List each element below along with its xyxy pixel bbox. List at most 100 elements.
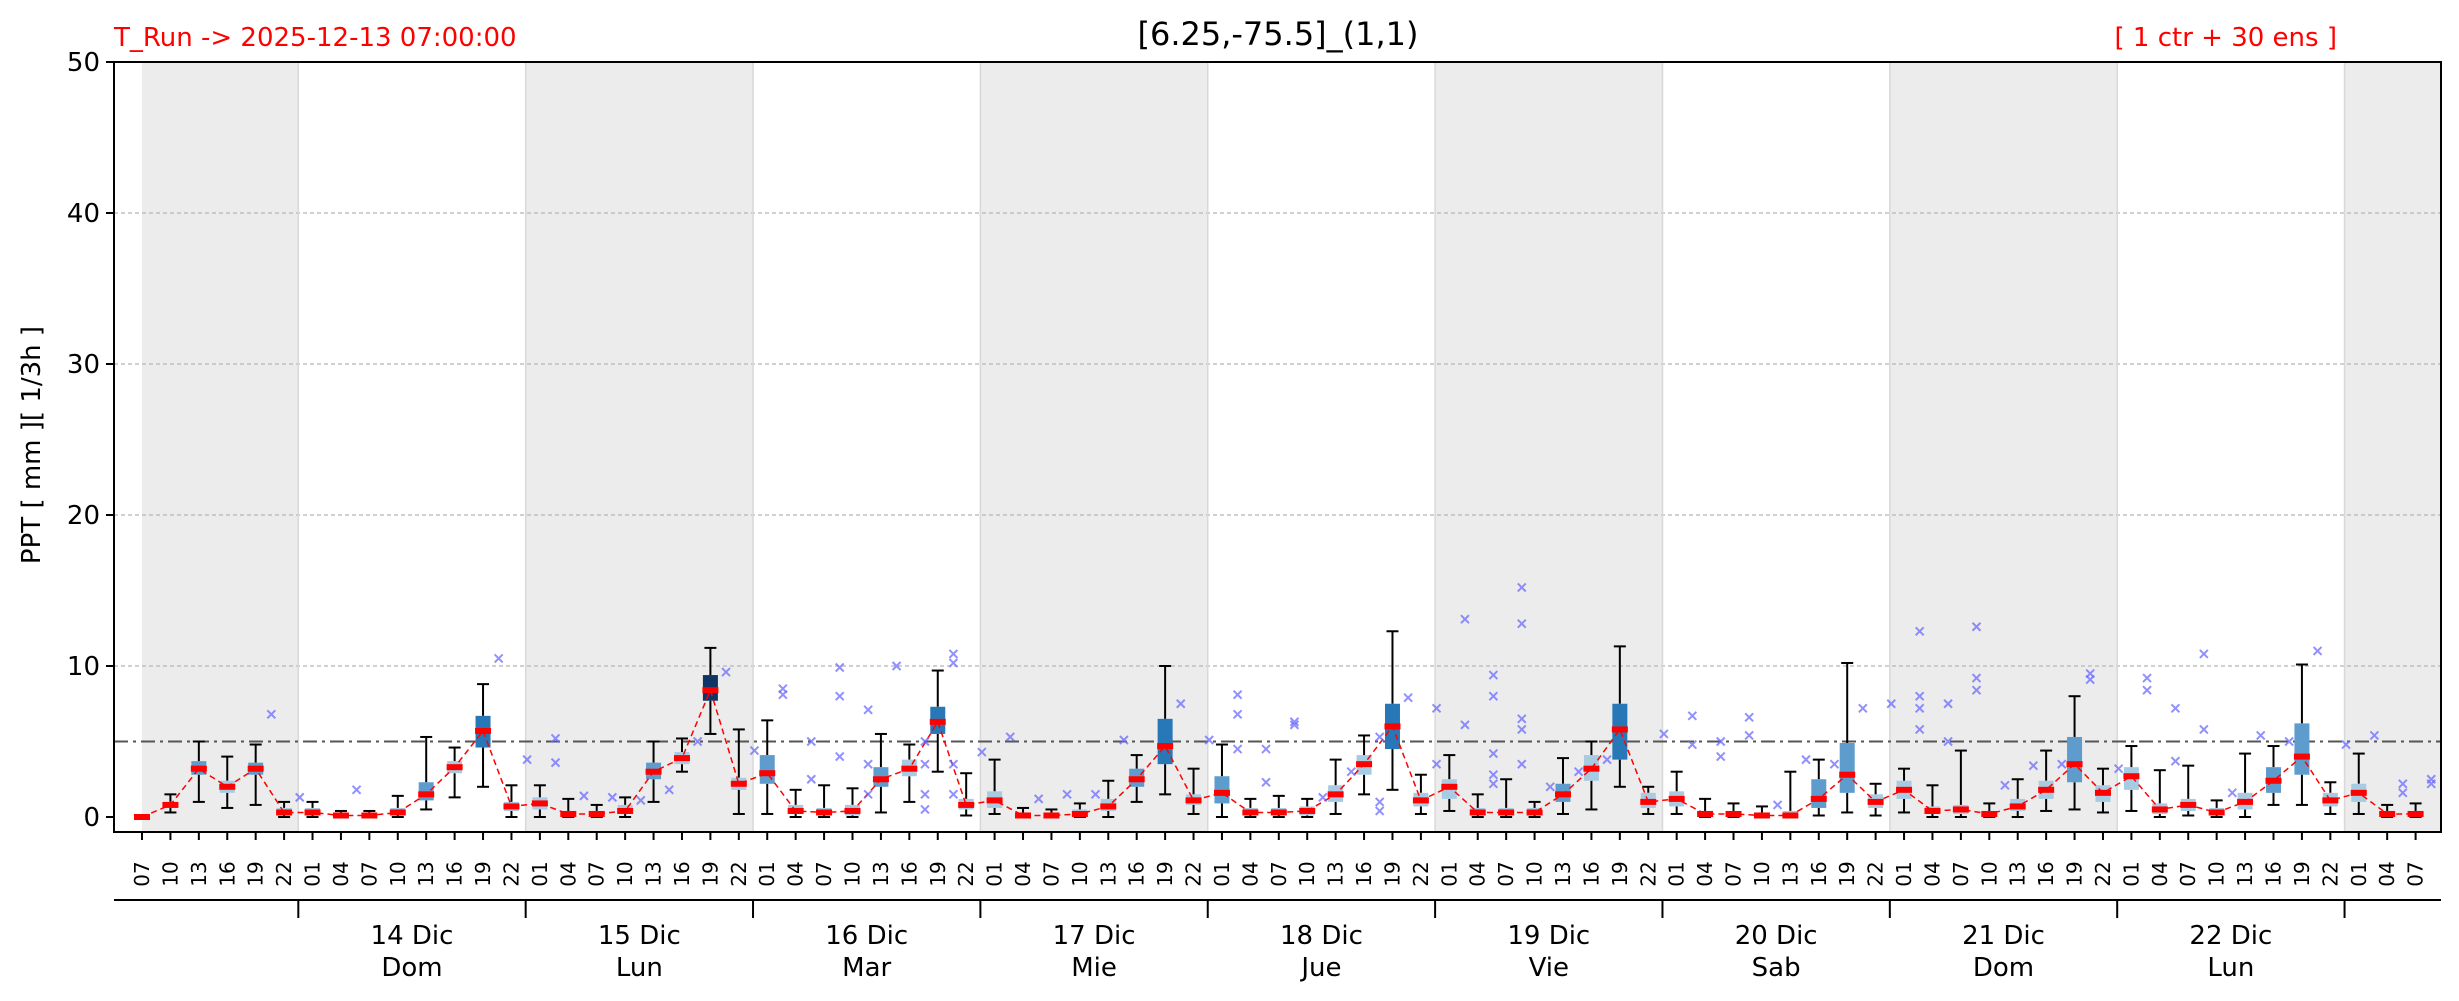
median-marker [1412, 797, 1429, 804]
outlier-marker [1517, 759, 1527, 769]
median-marker [645, 768, 662, 775]
outlier-marker [579, 791, 589, 801]
median-marker [1327, 791, 1344, 798]
outlier-marker [1545, 782, 1555, 792]
outlier-marker [863, 759, 873, 769]
x-tick-label: 22 [1409, 861, 1433, 886]
outlier-markers [266, 582, 2436, 816]
outlier-marker [920, 804, 930, 815]
outlier-marker [2142, 685, 2152, 695]
outlier-marker [2284, 736, 2294, 747]
median-marker [1952, 806, 1969, 813]
day-date-label: 17 Dic [1053, 921, 1136, 951]
outlier-marker [295, 792, 305, 803]
x-tick-label: 16 [897, 861, 921, 886]
x-tick-label: 10 [1295, 861, 1319, 886]
outlier-marker [1716, 736, 1726, 747]
x-tick-label: 13 [642, 861, 666, 886]
x-tick-label: 16 [443, 861, 467, 886]
day-weekday-label: Vie [1529, 953, 1569, 983]
x-tick-label: 01 [755, 861, 779, 886]
x-tick-label: 07 [357, 861, 381, 886]
median-marker [844, 807, 861, 814]
outlier-marker [920, 789, 930, 800]
run-label: T_Run -> 2025-12-13 07:00:00 [113, 23, 517, 53]
median-marker [219, 783, 236, 790]
x-tick-label: 04 [784, 861, 808, 886]
median-marker [531, 800, 548, 807]
outlier-marker [1886, 699, 1896, 709]
outlier-marker [692, 736, 703, 747]
median-marker [2180, 801, 2197, 808]
median-marker [1810, 795, 1827, 802]
x-tick-label: 07 [812, 861, 836, 886]
day-weekday-label: Dom [381, 953, 442, 983]
outlier-marker [2426, 779, 2436, 789]
x-tick-label: 22 [1864, 861, 1888, 886]
outlier-marker [2398, 779, 2408, 789]
median-marker [1668, 795, 1685, 802]
x-tick-label: 10 [1750, 861, 1774, 886]
median-marker [1725, 810, 1742, 817]
median-marker [1583, 765, 1600, 772]
outlier-marker [1261, 744, 1271, 754]
outlier-marker [2199, 724, 2209, 735]
y-tick-label: 30 [67, 350, 100, 380]
x-tick-label: 01 [1665, 861, 1689, 886]
x-tick-label: 22 [1636, 861, 1660, 886]
median-marker [1356, 761, 1373, 768]
x-tick-label: 22 [727, 861, 751, 886]
median-marker [730, 780, 747, 787]
median-marker [418, 791, 435, 798]
x-tick-label: 19 [1380, 861, 1404, 886]
median-marker [1981, 810, 1998, 817]
y-axis-ticks: 0 10 20 30 40 50 [67, 48, 114, 833]
outlier-marker [1289, 720, 1300, 730]
median-marker [2379, 810, 2396, 817]
day-date-label: 18 Dic [1280, 921, 1363, 951]
median-marker [475, 727, 492, 734]
median-marker [503, 803, 520, 810]
x-tick-label: 19 [244, 861, 268, 886]
median-marker [1071, 810, 1088, 817]
outlier-marker [835, 662, 845, 673]
median-marker [1043, 812, 1060, 819]
day-band [525, 62, 754, 832]
outlier-marker [1090, 789, 1101, 800]
x-tick-label: 07 [130, 861, 154, 886]
x-tick-label: 16 [1579, 861, 1603, 886]
median-marker [1896, 786, 1913, 793]
outlier-marker [2341, 739, 2351, 750]
outlier-marker [1659, 729, 1669, 739]
median-marker [2407, 810, 2424, 817]
outlier-marker [1374, 797, 1385, 807]
median-marker [2151, 806, 2168, 813]
day-date-label: 19 Dic [1507, 921, 1590, 951]
x-tick-label: 13 [869, 861, 893, 886]
x-tick-label: 01 [2119, 861, 2143, 886]
x-tick-label: 10 [2205, 861, 2229, 886]
outlier-marker [1914, 626, 1925, 636]
median-marker [1384, 723, 1401, 730]
day-date-label: 22 Dic [2189, 921, 2272, 951]
outlier-marker [1573, 766, 1584, 777]
x-tick-label: 07 [2176, 861, 2200, 886]
median-marker [134, 814, 150, 820]
outlier-marker [2028, 760, 2039, 771]
x-tick-label: 04 [1920, 861, 1944, 886]
outlier-marker [1431, 759, 1442, 769]
members-label: [ 1 ctr + 30 ens ] [2115, 23, 2338, 53]
median-marker [1441, 783, 1458, 790]
outlier-marker [266, 709, 277, 720]
x-tick-label: 10 [841, 861, 865, 886]
x-tick-label: 13 [2233, 861, 2257, 886]
x-tick-label: 19 [2290, 861, 2314, 886]
median-marker [1526, 809, 1543, 816]
median-marker [702, 687, 719, 694]
outlier-marker [1858, 703, 1868, 713]
median-marker [872, 776, 889, 783]
median-marker [2265, 777, 2282, 784]
x-tick-label: 13 [1324, 861, 1348, 886]
outlier-marker [2227, 788, 2237, 798]
box [418, 782, 434, 801]
